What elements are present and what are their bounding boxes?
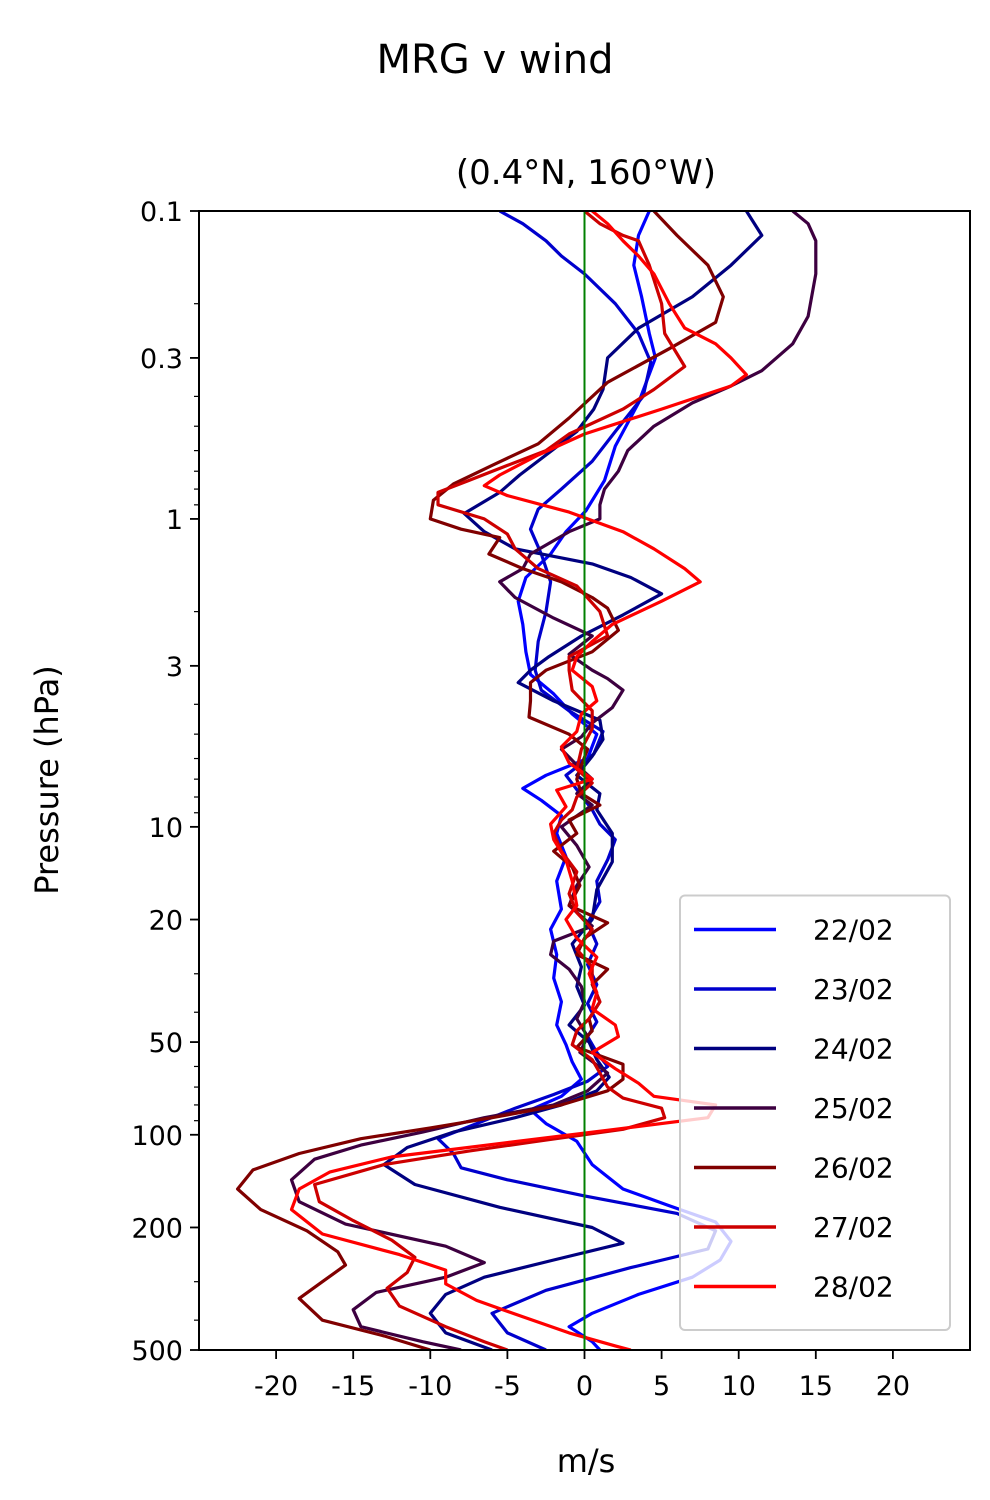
legend-label-25-02: 25/02 xyxy=(813,1092,894,1125)
y-tick-label: 10 xyxy=(149,813,183,844)
x-tick-label: -20 xyxy=(254,1371,298,1402)
y-tick-label: 100 xyxy=(131,1121,183,1152)
legend-box xyxy=(679,894,951,1331)
legend-label-22-02: 22/02 xyxy=(813,914,894,947)
series-line-23-02 xyxy=(436,211,718,1350)
legend-label-23-02: 23/02 xyxy=(813,973,894,1006)
figure-suptitle: MRG v wind xyxy=(377,37,614,83)
series-lines xyxy=(236,211,818,1350)
y-tick-label: 500 xyxy=(131,1336,183,1367)
x-tick-label: 20 xyxy=(876,1371,910,1402)
x-tick-label: 0 xyxy=(576,1371,593,1402)
y-tick-label: 0.1 xyxy=(140,197,183,228)
x-tick-label: 5 xyxy=(653,1371,670,1402)
x-tick-label: -5 xyxy=(494,1371,521,1402)
legend-label-26-02: 26/02 xyxy=(813,1152,894,1185)
plot-area: -20 -15 -10 -5 0 5 10 15 20 0.1 0.3 1 3 10 20 50 100 200 5… xyxy=(131,197,971,1402)
plot-title: (0.4°N, 160°W) xyxy=(456,153,716,193)
y-tick-label: 0.3 xyxy=(140,344,183,375)
y-tick-label: 3 xyxy=(166,652,183,683)
y-tick-label: 200 xyxy=(131,1213,183,1244)
y-tick-label: 50 xyxy=(149,1028,183,1059)
legend: 22/02 23/02 24/02 25/02 26/02 27/02 28/02 xyxy=(679,894,951,1331)
legend-label-27-02: 27/02 xyxy=(813,1211,894,1244)
y-tick-label: 1 xyxy=(166,505,183,536)
series-line-24-02 xyxy=(382,211,764,1350)
series-line-28-02 xyxy=(289,211,748,1350)
x-tick-label: 10 xyxy=(722,1371,756,1402)
y-tick-label: 20 xyxy=(149,906,183,937)
x-axis-label: m/s xyxy=(557,1442,616,1480)
y-axis-label: Pressure (hPa) xyxy=(28,665,66,895)
x-tick-label: 15 xyxy=(799,1371,833,1402)
legend-label-24-02: 24/02 xyxy=(813,1033,894,1066)
x-tick-label: -15 xyxy=(331,1371,375,1402)
legend-label-28-02: 28/02 xyxy=(813,1271,894,1304)
x-tick-label: -10 xyxy=(408,1371,452,1402)
